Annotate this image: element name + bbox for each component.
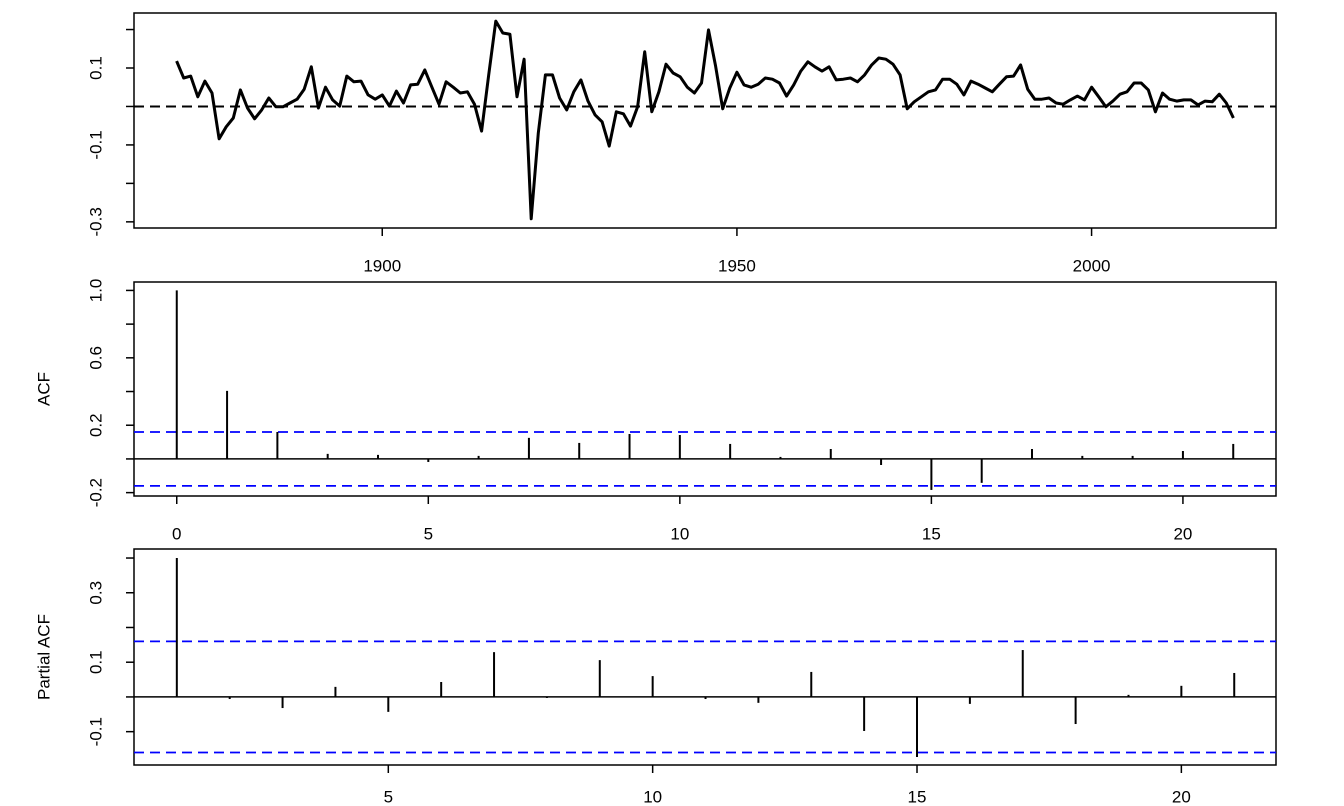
series-line xyxy=(175,19,1235,221)
y-tick-label: 0.6 xyxy=(86,346,105,370)
y-axis-label: Partial ACF xyxy=(34,614,53,700)
y-tick-label: 0.1 xyxy=(86,56,105,80)
x-tick-label: 10 xyxy=(670,524,689,543)
x-tick-label: 20 xyxy=(1172,787,1191,806)
x-tick-label: 2000 xyxy=(1073,256,1111,275)
y-tick-label: -0.1 xyxy=(86,717,105,746)
x-tick-label: 5 xyxy=(384,787,393,806)
x-tick-label: 1950 xyxy=(718,256,756,275)
y-tick-label: -0.2 xyxy=(86,478,105,507)
x-tick-label: 15 xyxy=(922,524,941,543)
x-tick-label: 0 xyxy=(172,524,181,543)
y-tick-label: 1.0 xyxy=(86,279,105,303)
plot-frame xyxy=(133,548,1277,766)
y-tick-label: -0.3 xyxy=(86,207,105,236)
plot-frame xyxy=(133,281,1277,497)
x-tick-label: 5 xyxy=(424,524,433,543)
x-tick-label: 20 xyxy=(1173,524,1192,543)
y-tick-label: -0.1 xyxy=(86,130,105,159)
y-tick-label: 0.2 xyxy=(86,413,105,437)
x-tick-label: 15 xyxy=(908,787,927,806)
y-tick-label: 0.3 xyxy=(86,581,105,605)
plot-frame xyxy=(133,12,1277,229)
x-tick-label: 1900 xyxy=(363,256,401,275)
y-axis-label: ACF xyxy=(34,372,53,406)
y-tick-label: 0.1 xyxy=(86,650,105,674)
x-tick-label: 10 xyxy=(643,787,662,806)
